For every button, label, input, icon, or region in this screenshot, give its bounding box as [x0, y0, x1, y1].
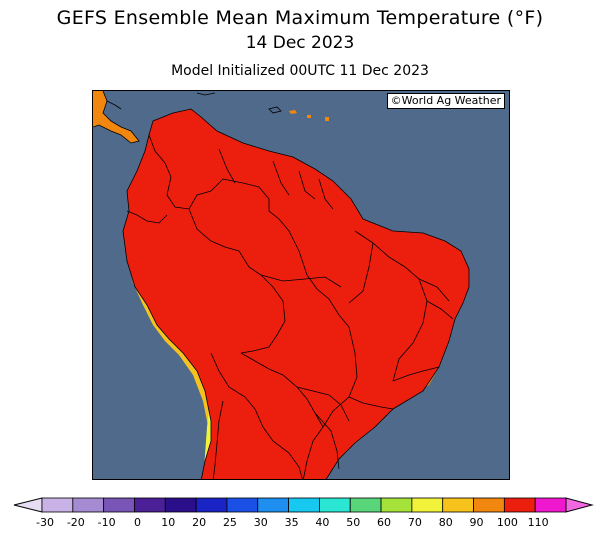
chart-title: GEFS Ensemble Mean Maximum Temperature (…: [56, 7, 544, 29]
temperature-map: ©World Ag Weather: [92, 90, 510, 480]
legend-tick-label: -10: [98, 516, 116, 529]
legend-swatch: [134, 497, 166, 513]
legend-tick-label: 60: [377, 516, 391, 529]
legend-tick-label: 20: [192, 516, 206, 529]
central-america-borders: [93, 91, 282, 144]
legend-swatch: [503, 497, 536, 513]
legend-swatch: [534, 497, 567, 513]
legend-swatch: [226, 497, 259, 513]
legend-tick-label: -20: [67, 516, 85, 529]
legend-tick-label: 50: [346, 516, 360, 529]
country-borders: [122, 108, 470, 479]
legend-swatch: [164, 497, 197, 513]
legend-swatch: [257, 497, 289, 513]
yucatan-land: [93, 91, 99, 99]
legend-swatch: [288, 497, 320, 513]
legend-swatch: [41, 497, 74, 513]
legend-swatch: [72, 497, 105, 513]
legend-arrow-left: [13, 497, 43, 513]
legend-swatch: [473, 497, 505, 513]
legend-swatch: [380, 497, 413, 513]
legend-tick-label: 10: [161, 516, 175, 529]
legend-swatch: [195, 497, 228, 513]
legend-tick-label: 70: [408, 516, 422, 529]
legend-swatch: [319, 497, 351, 513]
legend-tick-label: 100: [497, 516, 518, 529]
legend-tick-label: 30: [254, 516, 268, 529]
legend-tick-label: 40: [315, 516, 329, 529]
legend-tick-label: 0: [134, 516, 141, 529]
legend-swatches: [13, 497, 594, 513]
legend-tick-label: 90: [470, 516, 484, 529]
legend-tick-label: -30: [36, 516, 54, 529]
valid-date: 14 Dec 2023: [245, 33, 355, 53]
legend-tick-label: 35: [285, 516, 299, 529]
model-init: Model Initialized 00UTC 11 Dec 2023: [171, 63, 429, 79]
caribbean-islands: [289, 110, 329, 121]
legend-swatch: [103, 497, 135, 513]
legend-swatch: [442, 497, 474, 513]
legend-tick-label: 80: [439, 516, 453, 529]
legend-tick-label: 25: [223, 516, 237, 529]
legend-swatch: [411, 497, 444, 513]
credit-label: ©World Ag Weather: [386, 93, 505, 109]
legend-swatch: [349, 497, 382, 513]
color-legend: -30 -20 -10 0 10 20 25 30 35 40 50 60 70 80 90 100 110: [0, 492, 600, 542]
legend-tick-label: 110: [528, 516, 549, 529]
legend-ticks: -30 -20 -10 0 10 20 25 30 35 40 50 60 70 80 90 100 110: [36, 516, 549, 529]
legend-arrow-right: [565, 497, 594, 513]
